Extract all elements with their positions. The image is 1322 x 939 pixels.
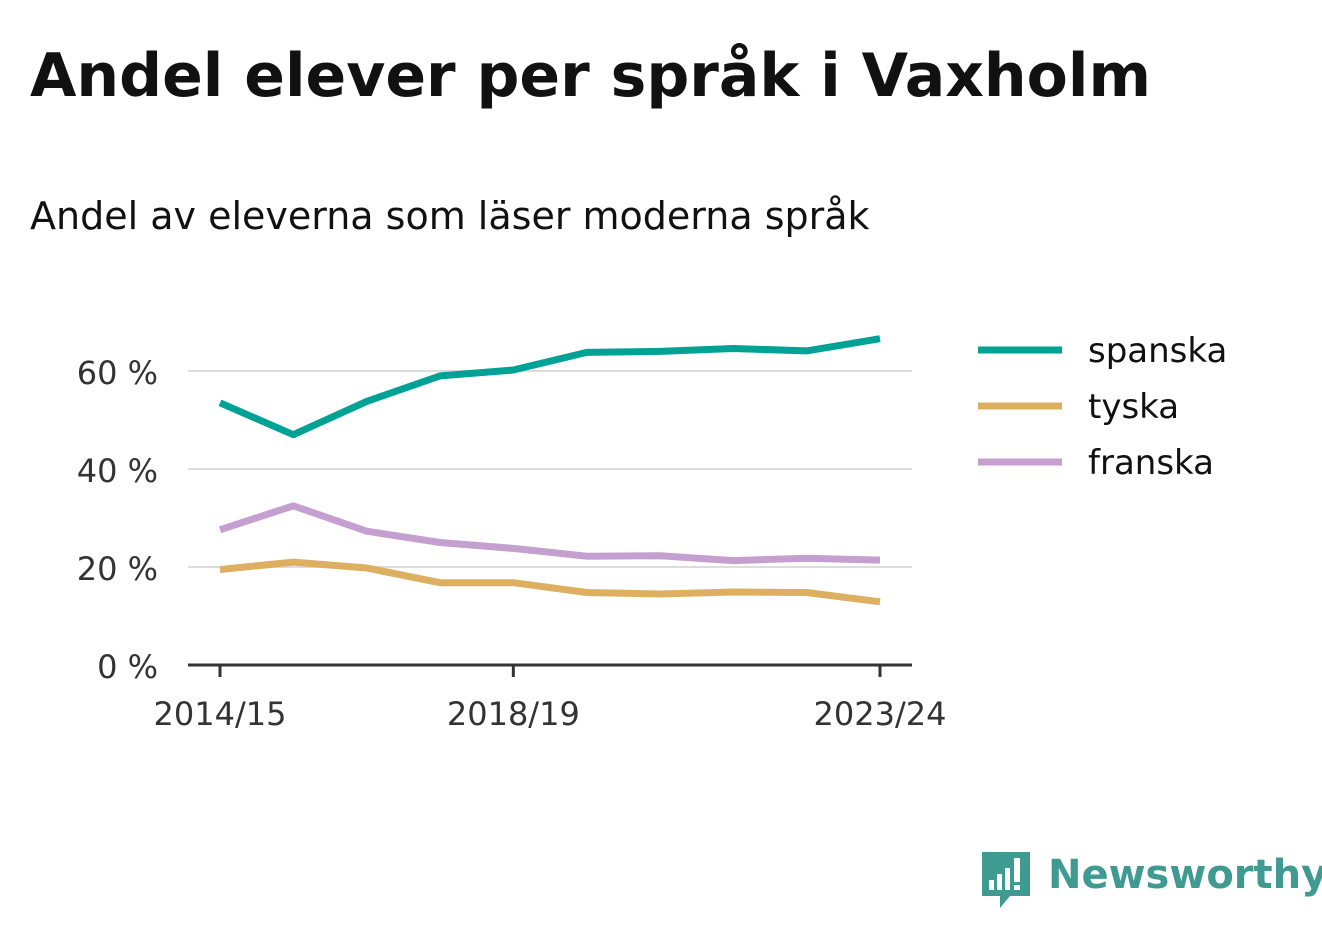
legend-item-spanska: spanska — [978, 331, 1227, 371]
legend-item-franska: franska — [978, 443, 1214, 483]
x-tick-label: 2023/24 — [814, 695, 947, 733]
y-tick-label: 40 % — [77, 452, 158, 490]
gridlines — [188, 370, 912, 568]
series-line-spanska — [218, 335, 881, 439]
legend-item-tyska: tyska — [978, 387, 1179, 427]
series-line-franska — [218, 502, 881, 565]
x-tick-label: 2014/15 — [154, 695, 287, 733]
y-tick-label: 0 % — [97, 648, 158, 686]
chart-title: Andel elever per språk i Vaxholm — [30, 41, 1151, 111]
newsworthy-logo-icon — [982, 852, 1030, 908]
legend-label: spanska — [1088, 331, 1227, 371]
x-tick-label: 2018/19 — [447, 695, 580, 733]
legend: spanska tyska franska — [978, 331, 1227, 483]
series-line-tyska — [219, 558, 881, 606]
legend-label: franska — [1088, 443, 1214, 483]
brand-name: Newsworthy — [1048, 852, 1322, 898]
x-axis: 2014/15 2018/19 2023/24 — [154, 663, 947, 733]
legend-label: tyska — [1088, 387, 1179, 427]
series-lines — [218, 335, 881, 606]
y-tick-label: 20 % — [77, 550, 158, 588]
y-tick-label: 60 % — [77, 354, 158, 392]
y-axis-tick-labels: 0 % 20 % 40 % 60 % — [77, 354, 158, 686]
chart-subtitle: Andel av eleverna som läser moderna språ… — [30, 194, 870, 238]
